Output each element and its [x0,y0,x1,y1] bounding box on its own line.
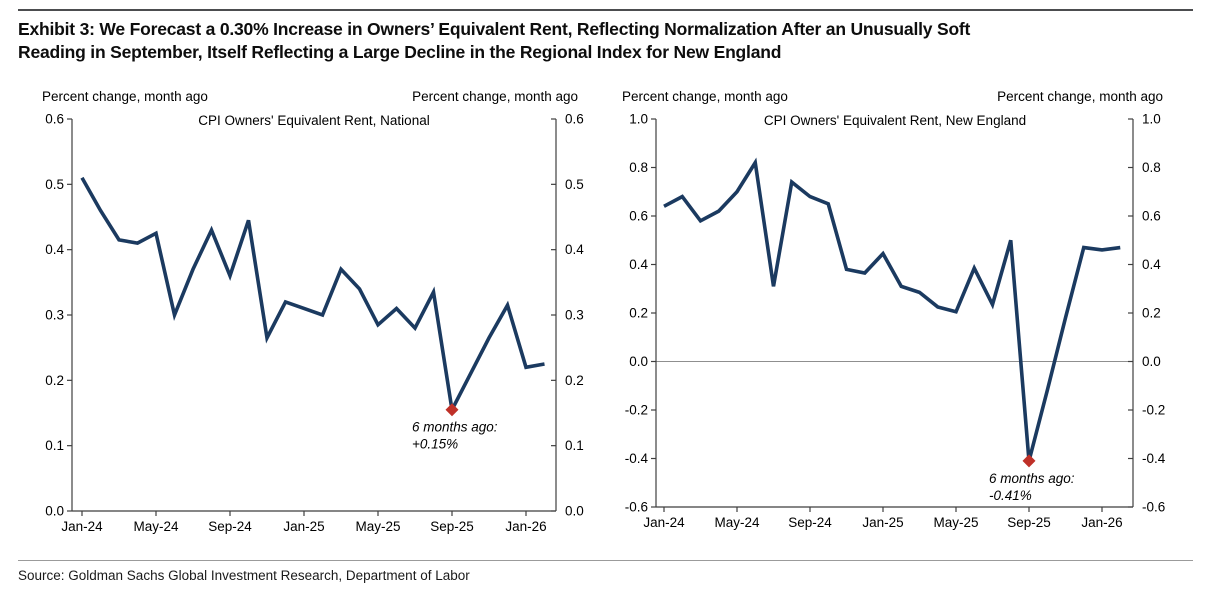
exhibit-title-line-1: Exhibit 3: We Forecast a 0.30% Increase … [18,19,971,39]
annotation-line-1: 6 months ago: [412,420,498,435]
series-line [663,157,1121,462]
y-tick-label-left: 0.1 [45,438,64,453]
y-tick-label-right: 0.4 [1142,257,1161,272]
annotation-line-1: 6 months ago: [989,471,1075,486]
x-tick-label: May-25 [933,515,978,530]
y-tick-label-left: 0.6 [629,209,648,224]
marker-diamond [445,403,459,417]
y-tick-label-right: 0.2 [1142,306,1161,321]
chart-title: CPI Owners' Equivalent Rent, New England [764,113,1026,128]
y-tick-label-left: 0.8 [629,160,648,175]
y-tick-label-right: 0.3 [565,308,584,323]
y-tick-label-left: 0.0 [45,504,64,519]
y-tick-label-left: 1.0 [629,112,648,127]
series-line [80,176,545,416]
x-tick-label: Jan-25 [862,515,903,530]
x-tick-label: May-25 [355,519,400,534]
chart-oer-new-england: Percent change, month ago Percent change,… [622,89,1166,530]
x-tick-label: Sep-24 [788,515,832,530]
y-tick-label-right: 1.0 [1142,112,1161,127]
y-tick-label-left: 0.2 [45,373,64,388]
x-tick-label: Jan-25 [283,519,324,534]
y-tick-label-left: 0.0 [629,354,648,369]
y-axis-header-left: Percent change, month ago [42,89,208,104]
annotation-line-2: +0.15% [412,437,458,452]
y-tick-label-right: 0.6 [565,112,584,127]
source-rule [18,560,1193,561]
y-tick-label-left: -0.4 [625,451,649,466]
x-tick-label: May-24 [133,519,179,534]
y-tick-label-right: 0.8 [1142,160,1161,175]
charts-row: Percent change, month ago Percent change,… [0,85,1211,545]
y-axis-header-left: Percent change, month ago [622,89,788,104]
marker-diamond [1022,454,1036,468]
y-axis-header-right: Percent change, month ago [412,89,578,104]
x-tick-label: Jan-24 [61,519,103,534]
y-tick-label-left: -0.6 [625,500,648,515]
exhibit-title-line-2: Reading in September, Itself Reflecting … [18,42,782,62]
x-tick-label: May-24 [714,515,760,530]
y-tick-label-right: 0.5 [565,177,584,192]
y-tick-label-left: 0.3 [45,308,64,323]
y-tick-label-left: 0.4 [629,257,648,272]
x-tick-label: Jan-26 [1081,515,1122,530]
y-tick-label-left: 0.6 [45,112,64,127]
x-tick-label: Sep-24 [208,519,252,534]
chart-oer-national: Percent change, month ago Percent change,… [42,89,584,534]
y-tick-label-left: 0.5 [45,177,64,192]
y-tick-label-right: 0.2 [565,373,584,388]
y-tick-label-right: 0.0 [565,504,584,519]
y-tick-label-right: -0.4 [1142,451,1166,466]
annotation-line-2: -0.41% [989,488,1032,503]
y-tick-label-right: -0.2 [1142,403,1165,418]
y-tick-label-right: 0.6 [1142,209,1161,224]
y-tick-label-right: 0.4 [565,242,584,257]
x-tick-label: Sep-25 [1007,515,1051,530]
source-text: Source: Goldman Sachs Global Investment … [18,568,470,583]
chart-title: CPI Owners' Equivalent Rent, National [198,113,429,128]
y-tick-label-right: -0.6 [1142,500,1165,515]
x-tick-label: Jan-24 [643,515,685,530]
y-tick-label-right: 0.1 [565,438,584,453]
y-tick-label-left: 0.2 [629,306,648,321]
x-tick-label: Jan-26 [505,519,546,534]
x-tick-label: Sep-25 [430,519,474,534]
y-axis-header-right: Percent change, month ago [997,89,1163,104]
y-tick-label-right: 0.0 [1142,354,1161,369]
exhibit-title: Exhibit 3: We Forecast a 0.30% Increase … [18,18,1181,64]
y-tick-label-left: -0.2 [625,403,648,418]
top-rule [18,9,1193,11]
y-tick-label-left: 0.4 [45,242,64,257]
